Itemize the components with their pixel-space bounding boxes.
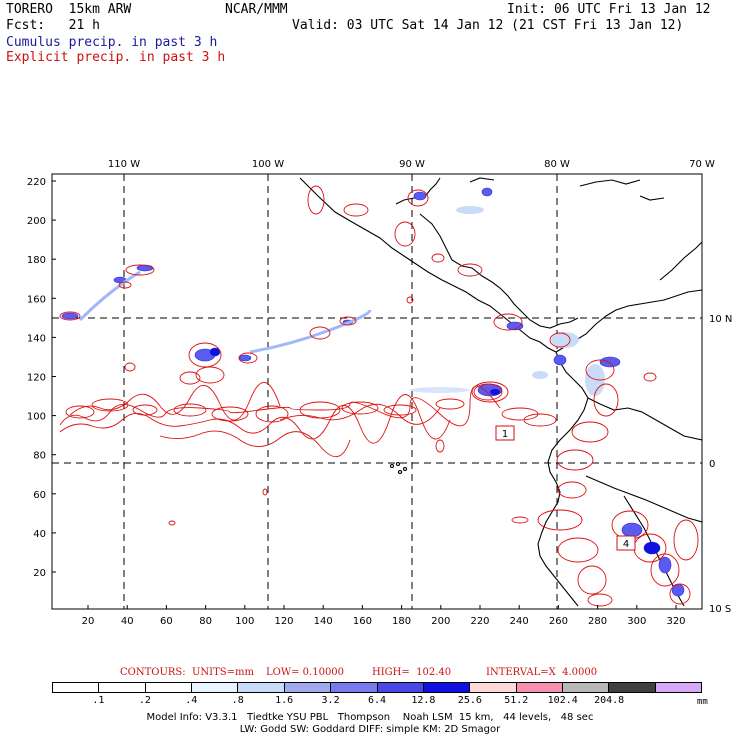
label-box-4: 4 xyxy=(616,535,636,551)
y-tick-label: 60 xyxy=(33,490,46,501)
y-tick-label: 120 xyxy=(27,373,46,384)
y-tick-label: 140 xyxy=(27,333,46,344)
scale-cell xyxy=(53,683,100,692)
scale-label: 102.4 xyxy=(547,695,578,706)
y-axis: 220 200 180 160 140 120 100 80 60 40 20 xyxy=(27,177,56,579)
scale-cell xyxy=(655,683,702,692)
scale-cell xyxy=(192,683,239,692)
x-tick-label: 80 xyxy=(199,616,212,627)
scale-cell xyxy=(99,683,146,692)
scale-cell xyxy=(145,683,193,692)
x-axis: 20 40 60 80 100 120 140 160 180 200 220 240 260 280 30… xyxy=(82,605,686,627)
x-tick-label: 40 xyxy=(121,616,134,627)
scale-cell xyxy=(331,683,378,692)
valid-time: Valid: 03 UTC Sat 14 Jan 12 (21 CST Fri … xyxy=(292,18,684,33)
map-frame xyxy=(51,173,703,610)
model-info-line1: Model Info: V3.3.1 Tiedtke YSU PBL Thomp… xyxy=(146,712,594,723)
y-tick-label: 180 xyxy=(27,255,46,266)
lon-label: 110 W xyxy=(108,159,140,170)
lon-label: 70 W xyxy=(689,159,715,170)
contour-units: CONTOURS: UNITS=mm xyxy=(120,667,254,678)
x-tick-label: 100 xyxy=(235,616,254,627)
x-tick-label: 180 xyxy=(392,616,411,627)
svg-text:4: 4 xyxy=(623,539,629,550)
scale-cell xyxy=(377,683,424,692)
y-tick-label: 160 xyxy=(27,294,46,305)
scale-unit: mm xyxy=(697,697,708,707)
coastlines xyxy=(299,177,702,607)
lon-label: 80 W xyxy=(544,159,570,170)
longitude-labels: 110 W 100 W 90 W 80 W 70 W xyxy=(108,159,715,170)
institution-label: NCAR/MMM xyxy=(225,2,288,17)
x-tick-label: 160 xyxy=(353,616,372,627)
scale-label: 1.6 xyxy=(275,695,294,706)
legend-explicit: Explicit precip. in past 3 h xyxy=(6,50,226,65)
scale-label: .1 xyxy=(92,695,105,706)
scale-cell xyxy=(238,683,285,692)
x-tick-label: 300 xyxy=(627,616,646,627)
scale-label: 6.4 xyxy=(367,695,387,706)
y-tick-label: 40 xyxy=(33,529,46,540)
init-time: Init: 06 UTC Fri 13 Jan 12 xyxy=(507,2,711,17)
lon-label: 90 W xyxy=(399,159,425,170)
light-cumulus xyxy=(78,206,605,396)
contour-interval: INTERVAL=X 4.0000 xyxy=(486,667,598,678)
x-tick-label: 200 xyxy=(431,616,450,627)
latlon-grid xyxy=(52,174,702,609)
x-tick-label: 240 xyxy=(510,616,529,627)
contour-low: LOW= 0.10000 xyxy=(266,667,345,678)
scale-label: 25.6 xyxy=(457,695,482,706)
y-tick-label: 100 xyxy=(27,412,46,423)
lat-label: 10 S xyxy=(709,604,731,615)
x-tick-label: 220 xyxy=(470,616,489,627)
scale-label: .4 xyxy=(185,695,198,706)
model-title: TORERO 15km ARW xyxy=(6,2,132,17)
x-tick-label: 20 xyxy=(82,616,95,627)
scale-label: 204.8 xyxy=(594,695,625,706)
forecast-hour: Fcst: 21 h xyxy=(6,18,100,33)
x-tick-label: 280 xyxy=(588,616,607,627)
scale-cell xyxy=(423,683,471,692)
scale-label: .8 xyxy=(231,695,244,706)
latitude-labels: 10 N 0 10 S xyxy=(709,314,732,615)
x-tick-label: 120 xyxy=(274,616,293,627)
x-tick-label: 260 xyxy=(549,616,568,627)
scale-cell xyxy=(609,683,656,692)
label-box-1: 1 xyxy=(495,425,515,441)
lat-label: 10 N xyxy=(709,314,732,325)
legend-cumulus: Cumulus precip. in past 3 h xyxy=(6,35,218,50)
y-tick-label: 220 xyxy=(27,177,46,188)
scale-label: .2 xyxy=(138,695,151,706)
scale-label: 51.2 xyxy=(504,695,529,706)
x-tick-label: 320 xyxy=(666,616,685,627)
x-tick-label: 140 xyxy=(314,616,333,627)
x-tick-label: 60 xyxy=(160,616,173,627)
color-scale-labels: .1 .2 .4 .8 1.6 3.2 6.4 12.8 25.6 51.2 102.4 204.8 xyxy=(52,695,702,707)
model-info-line2: LW: Godd SW: Goddard DIFF: simple KM: 2D… xyxy=(239,724,501,735)
scale-label: 3.2 xyxy=(321,695,340,706)
explicit-precip xyxy=(59,185,699,607)
svg-text:1: 1 xyxy=(502,429,508,440)
scale-label: 12.8 xyxy=(411,695,436,706)
y-tick-label: 80 xyxy=(33,451,46,462)
scale-cell xyxy=(516,683,563,692)
color-scale xyxy=(52,682,702,693)
scale-cell xyxy=(562,683,610,692)
cumulus-precip xyxy=(61,187,685,597)
scale-cell xyxy=(470,683,517,692)
contour-high: HIGH= 102.40 xyxy=(372,667,452,678)
y-tick-label: 20 xyxy=(33,568,46,579)
lat-label: 0 xyxy=(709,459,715,470)
lon-label: 100 W xyxy=(252,159,284,170)
y-tick-label: 200 xyxy=(27,216,46,227)
scale-cell xyxy=(284,683,332,692)
